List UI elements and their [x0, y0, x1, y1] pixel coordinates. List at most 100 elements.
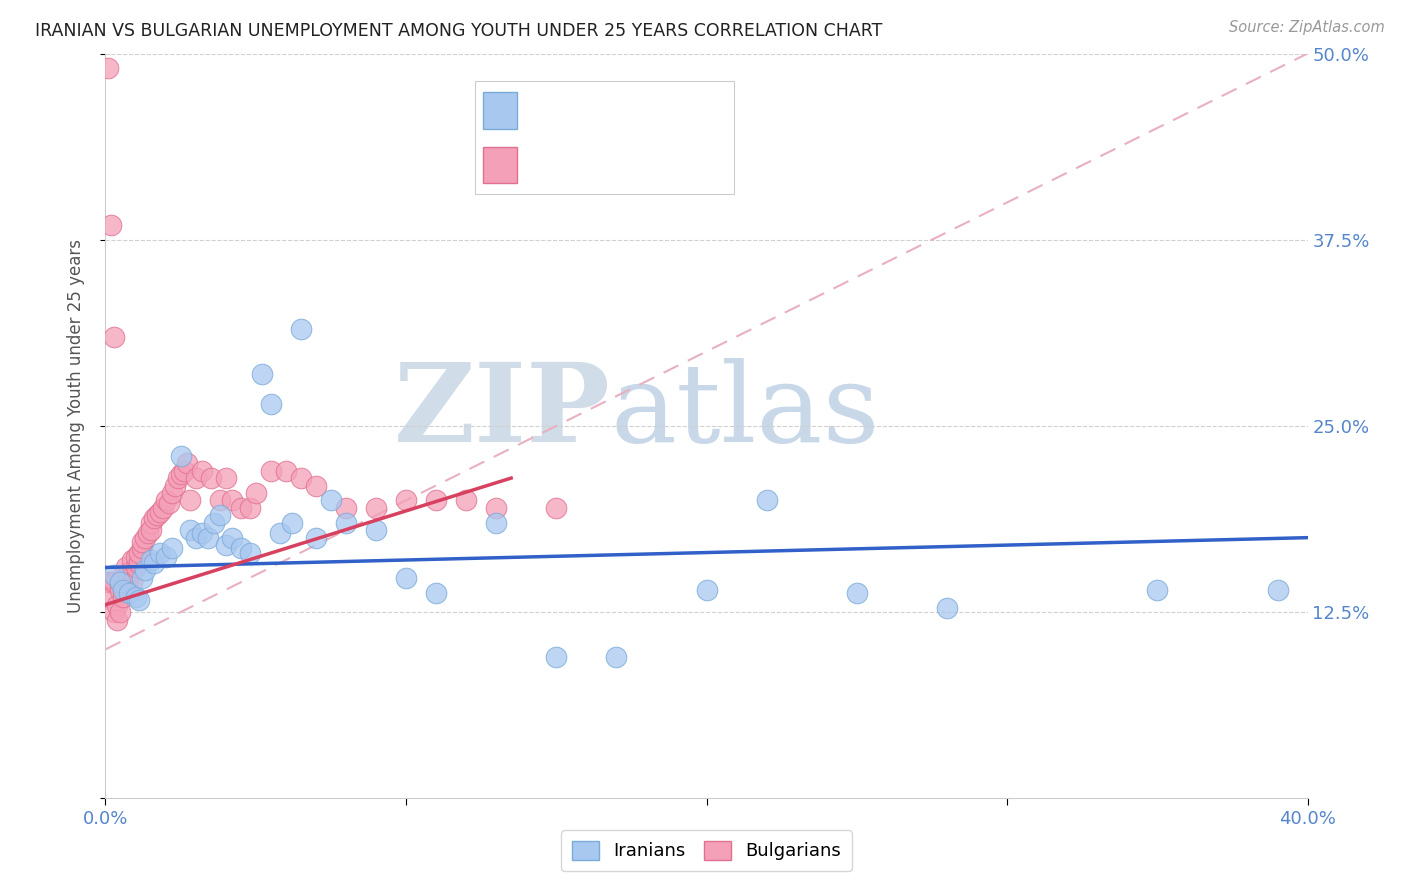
Point: [124, 591, 146, 605]
Point: [179, 523, 201, 537]
Point: [179, 493, 201, 508]
Point: [124, 560, 146, 574]
Point: [229, 541, 252, 555]
Point: [152, 500, 174, 515]
Point: [134, 563, 156, 577]
Point: [305, 531, 328, 545]
Point: [131, 535, 153, 549]
Text: ZIP: ZIP: [394, 358, 610, 465]
Point: [169, 467, 191, 481]
Point: [136, 526, 159, 541]
Point: [118, 586, 141, 600]
Point: [107, 598, 129, 612]
Point: [200, 471, 222, 485]
Point: [115, 575, 138, 590]
Point: [395, 493, 418, 508]
Point: [250, 367, 273, 381]
Point: [335, 500, 357, 515]
Point: [115, 560, 138, 574]
Point: [110, 605, 132, 619]
Point: [142, 556, 165, 570]
Point: [134, 531, 156, 545]
Point: [110, 575, 132, 590]
Point: [239, 500, 262, 515]
Point: [169, 449, 191, 463]
Point: [425, 493, 447, 508]
Point: [208, 508, 231, 523]
Legend: Iranians, Bulgarians: Iranians, Bulgarians: [561, 830, 852, 871]
Point: [139, 516, 162, 530]
Point: [128, 593, 150, 607]
Point: [155, 493, 177, 508]
Point: [118, 565, 141, 579]
Point: [260, 396, 283, 410]
Point: [184, 471, 207, 485]
Point: [546, 500, 568, 515]
Point: [221, 531, 243, 545]
Point: [364, 523, 387, 537]
Point: [166, 471, 188, 485]
Point: [335, 516, 357, 530]
Point: [184, 531, 207, 545]
Point: [176, 456, 198, 470]
Point: [845, 586, 868, 600]
Point: [395, 571, 418, 585]
Point: [190, 526, 212, 541]
Point: [173, 464, 195, 478]
Point: [128, 545, 150, 559]
Point: [1146, 582, 1168, 597]
Point: [121, 553, 143, 567]
Point: [107, 613, 129, 627]
Point: [112, 582, 135, 597]
Point: [112, 591, 135, 605]
Point: [100, 575, 122, 590]
Point: [160, 486, 183, 500]
Point: [142, 511, 165, 525]
Point: [221, 493, 243, 508]
Point: [110, 582, 132, 597]
Point: [97, 575, 120, 590]
Point: [269, 526, 291, 541]
Point: [319, 493, 342, 508]
Point: [229, 500, 252, 515]
Point: [214, 471, 236, 485]
Point: [281, 516, 304, 530]
Point: [103, 575, 125, 590]
Point: [755, 493, 778, 508]
Point: [208, 493, 231, 508]
Point: [245, 486, 267, 500]
Point: [128, 556, 150, 570]
Point: [454, 493, 477, 508]
Point: [239, 545, 262, 559]
Y-axis label: Unemployment Among Youth under 25 years: Unemployment Among Youth under 25 years: [66, 239, 84, 613]
Point: [197, 531, 219, 545]
Point: [131, 571, 153, 585]
Point: [425, 586, 447, 600]
Point: [190, 464, 212, 478]
Point: [145, 508, 167, 523]
Point: [260, 464, 283, 478]
Point: [696, 582, 718, 597]
Point: [485, 500, 508, 515]
Point: [290, 471, 312, 485]
Point: [214, 538, 236, 552]
Point: [605, 649, 627, 664]
Point: [100, 218, 122, 232]
Point: [103, 329, 125, 343]
Point: [546, 649, 568, 664]
Point: [100, 591, 122, 605]
Point: [936, 600, 959, 615]
Point: [155, 549, 177, 564]
Point: [139, 523, 162, 537]
Point: [157, 496, 180, 510]
Point: [305, 478, 328, 492]
Point: [485, 516, 508, 530]
Point: [103, 568, 125, 582]
Point: [148, 545, 170, 559]
Point: [97, 62, 120, 76]
Point: [103, 605, 125, 619]
Point: [124, 549, 146, 564]
Point: [163, 478, 186, 492]
Text: IRANIAN VS BULGARIAN UNEMPLOYMENT AMONG YOUTH UNDER 25 YEARS CORRELATION CHART: IRANIAN VS BULGARIAN UNEMPLOYMENT AMONG …: [35, 22, 883, 40]
Point: [118, 571, 141, 585]
